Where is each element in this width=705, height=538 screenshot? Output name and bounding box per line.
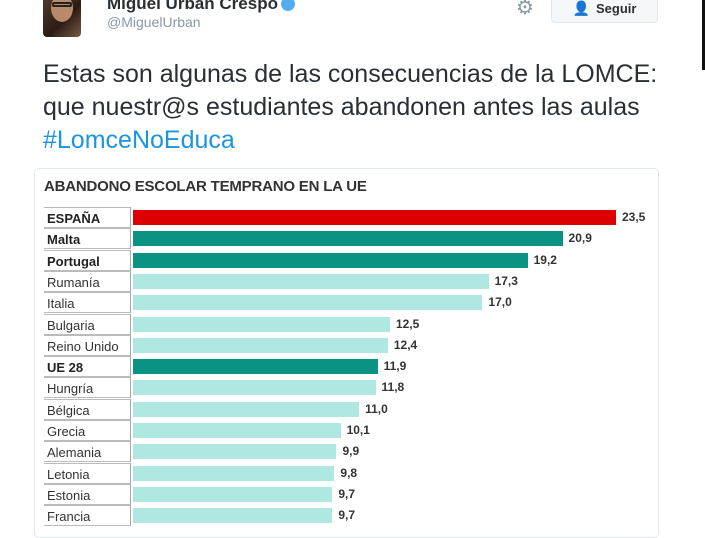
data-label: 12,4 — [393, 337, 418, 352]
data-label: 17,0 — [488, 295, 512, 310]
chart-row: Italia 17,0 — [44, 292, 644, 314]
data-label: 12,5 — [395, 316, 420, 331]
author-name[interactable]: Miguel Urbán Crespo — [107, 0, 295, 14]
data-label: 10,1 — [346, 423, 370, 437]
category-label: UE 28 — [44, 356, 131, 378]
chart-row: Rumanía 17,3 — [44, 270, 644, 292]
avatar[interactable] — [43, 0, 81, 37]
category-label: Bélgica — [44, 398, 131, 420]
chart-row: Francia 9,7 — [44, 505, 644, 527]
bar — [133, 359, 378, 375]
chart-row: Estonia 9,7 — [44, 483, 644, 505]
bar — [133, 423, 341, 438]
scrollbar[interactable] — [702, 0, 705, 70]
category-label: Italia — [44, 292, 131, 314]
data-label: 9,7 — [338, 508, 356, 523]
category-label: Hungría — [44, 377, 131, 399]
chart-row: Portugal 19,2 — [44, 249, 644, 271]
category-label: Grecia — [44, 420, 131, 441]
data-label: 20,9 — [568, 231, 592, 246]
follow-button[interactable]: 👤 Seguir — [551, 0, 658, 23]
bar — [133, 508, 333, 524]
category-label: Alemania — [44, 441, 131, 463]
category-label: Letonia — [44, 462, 131, 484]
data-label: 23,5 — [622, 210, 646, 224]
data-label: 9,9 — [342, 444, 360, 459]
data-label: 11,9 — [383, 359, 407, 374]
bar — [133, 465, 335, 481]
chart-row: Letonia 9,8 — [44, 462, 644, 484]
chart-row: UE 28 11,9 — [44, 356, 644, 378]
chart-row: Bélgica 11,0 — [44, 398, 644, 420]
data-label: 19,2 — [533, 252, 557, 267]
verified-icon — [280, 0, 295, 11]
data-label: 17,3 — [494, 273, 518, 288]
tweet-text: Estas son algunas de las consecuencias d… — [43, 60, 658, 154]
category-label: Malta — [44, 228, 131, 250]
bar — [133, 486, 333, 502]
data-label: 11,0 — [365, 401, 388, 416]
bar — [133, 273, 489, 289]
bar — [133, 316, 390, 332]
chart-row: Hungría 11,8 — [44, 377, 644, 399]
bar — [133, 444, 337, 460]
chart-row: Reino Unido 12,4 — [44, 334, 644, 356]
bar — [133, 295, 483, 311]
chart-row: Grecia 10,1 — [44, 420, 644, 441]
category-label: Rumanía — [44, 270, 131, 292]
category-label: Portugal — [44, 249, 131, 271]
chart-title: ABANDONO ESCOLAR TEMPRANO EN LA UE — [44, 178, 367, 195]
chart-row: Bulgaria 12,5 — [44, 313, 644, 335]
author-handle[interactable]: @MiguelUrban — [107, 14, 201, 30]
category-label: Estonia — [44, 483, 131, 505]
chart-row: Malta 20,9 — [44, 228, 644, 250]
data-label: 11,8 — [381, 380, 405, 395]
category-label: Francia — [44, 505, 131, 527]
data-label: 9,7 — [338, 486, 356, 501]
add-user-icon: 👤 — [572, 0, 590, 16]
bar — [133, 231, 563, 247]
chart-row: ESPAÑA 23,5 — [44, 207, 646, 228]
bar — [133, 401, 360, 417]
bar — [133, 210, 616, 225]
bar — [133, 252, 528, 268]
category-label: Bulgaria — [44, 313, 131, 335]
category-label: Reino Unido — [44, 334, 131, 356]
bar — [133, 337, 388, 353]
hashtag-link[interactable]: #LomceNoEduca — [43, 126, 235, 154]
chart-row: Alemania 9,9 — [44, 441, 644, 463]
gear-icon[interactable]: ⚙ — [516, 0, 534, 19]
bar — [133, 380, 376, 396]
data-label: 9,8 — [340, 465, 358, 480]
category-label: ESPAÑA — [44, 207, 131, 228]
